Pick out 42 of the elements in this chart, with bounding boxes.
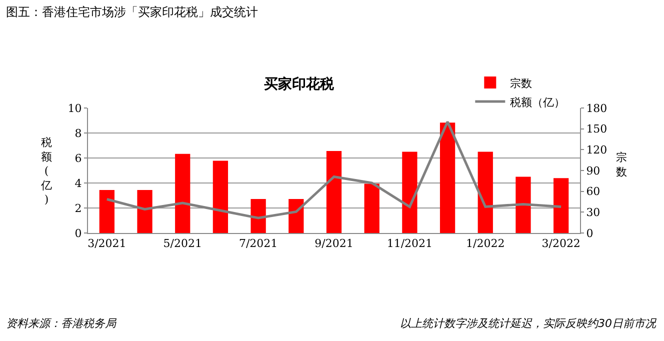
y-tick-label: 8 xyxy=(74,126,82,140)
chart-title: 图五：香港住宅市场涉「买家印花税」成交统计 xyxy=(6,5,258,19)
x-tick-label: 3/2022 xyxy=(542,237,580,250)
text: 以上统计数字涉及统计延迟，实际反映约30日前市况 xyxy=(400,317,657,330)
x-tick-label: 5/2021 xyxy=(163,237,202,250)
bar xyxy=(99,190,114,233)
bar xyxy=(137,190,152,233)
bar xyxy=(440,122,456,233)
bar xyxy=(364,184,380,233)
bar xyxy=(288,198,304,233)
x-tick-label: 9/2021 xyxy=(314,237,354,250)
y-tick-label: 2 xyxy=(74,202,82,215)
bar xyxy=(326,151,342,233)
x-tick-label: 11/2021 xyxy=(386,237,433,250)
y2-axis-title: 宗数 xyxy=(616,151,627,178)
y2-tick-label: 150 xyxy=(586,122,608,136)
line-series xyxy=(106,120,562,220)
bar xyxy=(175,154,190,233)
bar xyxy=(402,152,418,233)
bar xyxy=(250,198,266,233)
x-tick-label: 3/2021 xyxy=(88,237,126,250)
x-tick-label: 7/2021 xyxy=(238,237,278,250)
bar xyxy=(212,160,228,233)
y-tick-label: 10 xyxy=(68,102,82,115)
legend-label: 税额（亿） xyxy=(510,96,566,109)
y2-tick-label: 60 xyxy=(586,185,600,198)
y-tick-label: 0 xyxy=(74,226,82,240)
y-tick-label: 6 xyxy=(74,152,82,165)
y2-tick-label: 90 xyxy=(586,164,600,178)
bar xyxy=(554,178,569,233)
y-tick-label: 4 xyxy=(74,176,82,190)
bar xyxy=(478,152,493,233)
text: 资料来源：香港税务局 xyxy=(6,317,117,330)
y2-tick-label: 120 xyxy=(586,144,608,157)
y2-tick-label: 30 xyxy=(586,206,600,220)
y-axis-title: 税额(亿) xyxy=(40,136,52,206)
bar xyxy=(516,176,531,233)
y2-tick-label: 180 xyxy=(586,102,608,115)
chart-subtitle: 买家印花税 xyxy=(264,75,335,92)
legend-label: 宗数 xyxy=(510,76,532,90)
x-tick-label: 1/2022 xyxy=(466,237,505,250)
y2-tick-label: 0 xyxy=(586,226,594,240)
